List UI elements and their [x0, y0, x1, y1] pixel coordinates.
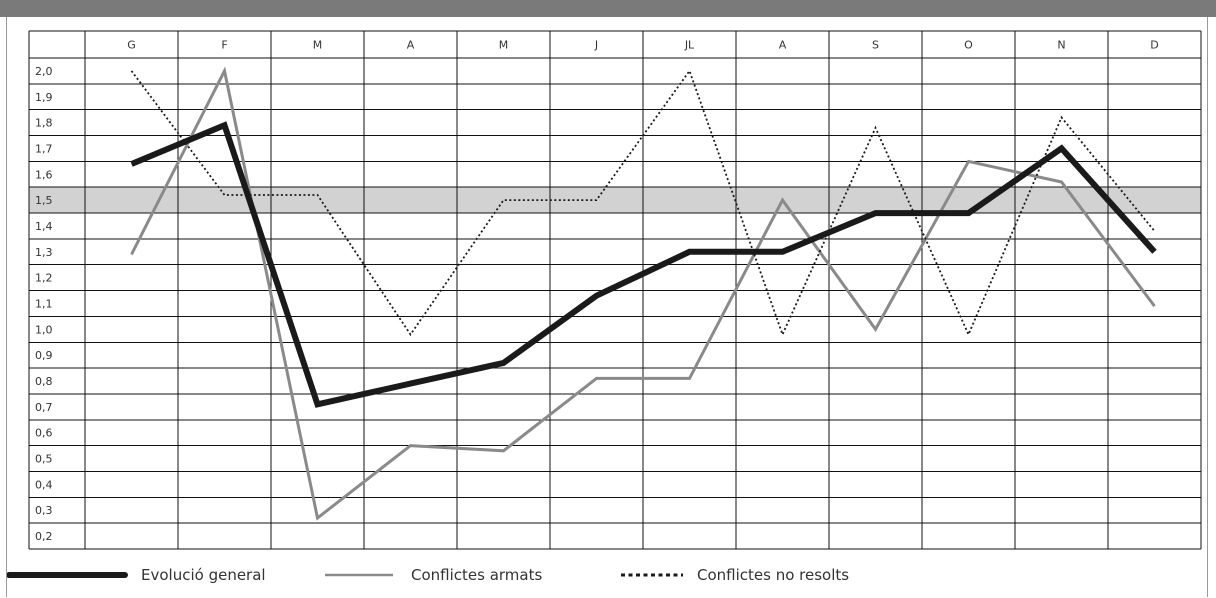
x-tick-label: N [1057, 39, 1065, 52]
y-tick-label: 0,8 [35, 375, 53, 388]
y-tick-label: 0,3 [35, 504, 53, 517]
legend: Evolució general Conflictes armats Conflic… [7, 566, 849, 584]
y-tick-label: 0,2 [35, 530, 53, 543]
y-tick-label: 1,8 [35, 117, 53, 130]
label-layer: G F M A M J JL A S O N D 2,0 1,9 1,8 1,7 1,6 1,5 1,4 1,3 1,2… [35, 39, 1159, 544]
y-tick-label: 0,7 [35, 401, 53, 414]
x-tick-label: S [872, 39, 879, 52]
legend-label: Conflictes armats [411, 566, 542, 584]
series-layer [130, 66, 1157, 521]
y-tick-label: 1,9 [35, 91, 53, 104]
header-bar [0, 0, 1216, 17]
y-tick-label: 1,4 [35, 220, 53, 233]
y-tick-label: 0,5 [35, 453, 53, 466]
y-tick-label: 0,9 [35, 349, 53, 362]
legend-label: Conflictes no resolts [697, 566, 849, 584]
x-tick-label: O [964, 39, 973, 52]
y-tick-label: 0,4 [35, 478, 53, 491]
x-tick-label: A [407, 39, 415, 52]
y-tick-label: 1,1 [35, 298, 53, 311]
x-tick-label: G [127, 39, 136, 52]
series-line-thick [130, 121, 1157, 408]
x-tick-label: F [221, 39, 227, 52]
chart-frame: G F M A M J JL A S O N D 2,0 1,9 1,8 1,7 1,6 1,5 1,4 1,3 1,2… [6, 17, 1208, 597]
x-tick-label: JL [684, 39, 695, 52]
grid-layer [28, 30, 1202, 550]
y-tick-label: 1,5 [35, 194, 53, 207]
x-tick-label: D [1150, 39, 1158, 52]
line-chart: G F M A M J JL A S O N D 2,0 1,9 1,8 1,7 1,6 1,5 1,4 1,3 1,2… [7, 30, 1202, 584]
x-tick-label: M [499, 39, 509, 52]
y-tick-label: 1,2 [35, 272, 53, 285]
y-tick-label: 0,6 [35, 427, 53, 440]
y-tick-label: 1,3 [35, 246, 53, 259]
legend-label: Evolució general [141, 566, 266, 584]
x-tick-label: M [313, 39, 323, 52]
highlight-band-layer [29, 187, 1201, 214]
highlight-band [29, 187, 1201, 214]
y-tick-label: 2,0 [35, 65, 53, 78]
series-line-dotted [130, 68, 1156, 337]
series-line-solid [130, 66, 1156, 521]
x-tick-label: A [779, 39, 787, 52]
y-tick-label: 1,0 [35, 323, 53, 336]
y-tick-label: 1,6 [35, 168, 53, 181]
y-tick-label: 1,7 [35, 142, 53, 155]
x-tick-label: J [594, 39, 598, 52]
